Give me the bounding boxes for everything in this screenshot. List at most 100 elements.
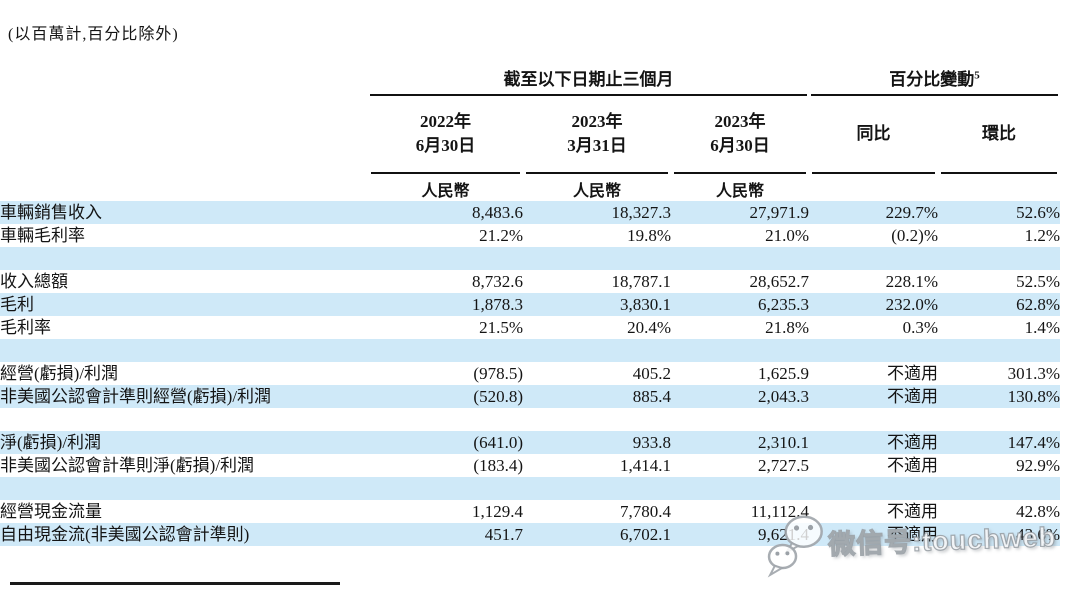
currency-label: 人民幣 <box>371 172 520 201</box>
value-cell: 20.4% <box>627 318 671 337</box>
value-cell: 19.8% <box>627 226 671 245</box>
table-row: 非美國公認會計準則經營(虧損)/利潤 (520.8) 885.4 2,043.3… <box>0 385 1060 408</box>
row-label: 毛利率 <box>0 318 51 337</box>
value-cell: 不適用 <box>887 387 938 406</box>
row-label: 自由現金流(非美國公認會計準則) <box>0 525 250 544</box>
value-cell: 18,787.1 <box>611 272 672 291</box>
wechat-icon <box>767 515 823 578</box>
row-label: 經營(虧損)/利潤 <box>0 364 119 383</box>
period-group-cell: 截至以下日期止三個月 <box>368 50 809 96</box>
value-cell: 885.4 <box>632 387 671 406</box>
value-cell: 8,483.6 <box>472 203 523 222</box>
blank-row <box>0 339 1060 362</box>
row-label: 收入總額 <box>0 272 68 291</box>
row-label: 非美國公認會計準則經營(虧損)/利潤 <box>0 387 272 406</box>
value-cell: 不適用 <box>887 525 938 544</box>
watermark-text: 微信号:touchweb <box>827 521 1057 560</box>
value-cell: 229.7% <box>885 203 938 222</box>
table-row: 毛利 1,878.3 3,830.1 6,235.3 232.0% 62.8% <box>0 293 1060 316</box>
value-cell: 0.3% <box>902 318 938 337</box>
value-cell: 1,625.9 <box>758 364 809 383</box>
value-cell: 21.0% <box>765 226 809 245</box>
value-cell: 不適用 <box>887 502 938 521</box>
pct-change-group-header: 百分比變動5 <box>811 65 1058 96</box>
value-cell: 933.8 <box>632 433 671 452</box>
value-cell: (641.0) <box>473 433 523 452</box>
value-cell: 1,129.4 <box>472 502 523 521</box>
value-cell: 2,727.5 <box>758 456 809 475</box>
value-cell: 147.4% <box>1007 433 1060 452</box>
value-cell: 7,780.4 <box>620 502 671 521</box>
value-cell: 1,878.3 <box>472 295 523 314</box>
value-cell: 52.6% <box>1016 203 1060 222</box>
value-cell: (0.2)% <box>891 226 938 245</box>
value-cell: (520.8) <box>473 387 523 406</box>
value-cell: 52.5% <box>1016 272 1060 291</box>
value-cell: 18,327.3 <box>611 203 672 222</box>
value-cell: 2,310.1 <box>758 433 809 452</box>
row-label: 車輛銷售收入 <box>0 203 102 222</box>
spacer-cell <box>0 172 368 201</box>
value-cell: 1,414.1 <box>620 456 671 475</box>
value-cell: 228.1% <box>885 272 938 291</box>
blank-row <box>0 247 1060 270</box>
value-cell: 1.4% <box>1024 318 1060 337</box>
value-cell: 27,971.9 <box>749 203 810 222</box>
value-cell: 130.8% <box>1007 387 1060 406</box>
value-cell: 6,235.3 <box>758 295 809 314</box>
pct-change-group-cell: 百分比變動5 <box>809 50 1060 96</box>
date-header-row: 2022年 6月30日 2023年 3月31日 2023年 6月30日 同比 環比 <box>0 96 1060 172</box>
value-cell: 2,043.3 <box>758 387 809 406</box>
units-note: (以百萬計,百分比除外) <box>8 26 179 43</box>
currency-header-row: 人民幣 人民幣 人民幣 <box>0 172 1060 201</box>
watermark: 微信号:touchweb <box>765 497 1057 581</box>
value-cell: 43.6% <box>1016 525 1060 544</box>
col-header-2023-06-30: 2023年 6月30日 <box>710 112 770 155</box>
table-row: 收入總額 8,732.6 18,787.1 28,652.7 228.1% 52… <box>0 270 1060 293</box>
column-rule <box>812 172 935 197</box>
currency-label: 人民幣 <box>674 172 806 201</box>
table-row: 車輛銷售收入 8,483.6 18,327.3 27,971.9 229.7% … <box>0 201 1060 224</box>
financial-table: 截至以下日期止三個月 百分比變動5 2022年 6月30日 2023年 3月31日 … <box>0 50 1060 546</box>
spacer-cell <box>0 96 368 172</box>
value-cell: 28,652.7 <box>749 272 810 291</box>
col-header-2023-03-31: 2023年 3月31日 <box>567 112 627 155</box>
value-cell: 21.5% <box>479 318 523 337</box>
row-label: 非美國公認會計準則淨(虧損)/利潤 <box>0 456 255 475</box>
period-group-header: 截至以下日期止三個月 <box>370 65 807 96</box>
table-row: 車輛毛利率 21.2% 19.8% 21.0% (0.2)% 1.2% <box>0 224 1060 247</box>
value-cell: 21.8% <box>765 318 809 337</box>
value-cell: 232.0% <box>885 295 938 314</box>
blank-row <box>0 477 1060 500</box>
value-cell: (978.5) <box>473 364 523 383</box>
value-cell: 301.3% <box>1007 364 1060 383</box>
footnote-divider <box>10 582 340 585</box>
row-label: 毛利 <box>0 295 34 314</box>
group-header-row: 截至以下日期止三個月 百分比變動5 <box>0 50 1060 96</box>
value-cell: 92.9% <box>1016 456 1060 475</box>
value-cell: 1.2% <box>1024 226 1060 245</box>
value-cell: 451.7 <box>484 525 523 544</box>
value-cell: 8,732.6 <box>472 272 523 291</box>
value-cell: 11,112.4 <box>750 502 809 521</box>
value-cell: 不適用 <box>887 456 938 475</box>
col-header-qoq: 環比 <box>982 124 1016 144</box>
value-cell: 6,702.1 <box>620 525 671 544</box>
row-label: 經營現金流量 <box>0 502 102 521</box>
value-cell: 不適用 <box>887 364 938 383</box>
footnote-ref: 5 <box>974 69 980 82</box>
value-cell: 405.2 <box>632 364 671 383</box>
column-rule <box>941 172 1057 197</box>
col-header-yoy: 同比 <box>856 124 891 144</box>
table-row: 經營現金流量 1,129.4 7,780.4 11,112.4 不適用 42.8… <box>0 500 1060 523</box>
col-header-2022-06-30: 2022年 6月30日 <box>415 112 476 155</box>
table-row: 經營(虧損)/利潤 (978.5) 405.2 1,625.9 不適用 301.… <box>0 362 1060 385</box>
value-cell: 21.2% <box>479 226 523 245</box>
value-cell: 62.8% <box>1016 295 1060 314</box>
value-cell: (183.4) <box>473 456 523 475</box>
value-cell: 3,830.1 <box>620 295 671 314</box>
currency-label: 人民幣 <box>526 172 668 201</box>
table-row: 毛利率 21.5% 20.4% 21.8% 0.3% 1.4% <box>0 316 1060 339</box>
value-cell: 42.8% <box>1016 502 1060 521</box>
